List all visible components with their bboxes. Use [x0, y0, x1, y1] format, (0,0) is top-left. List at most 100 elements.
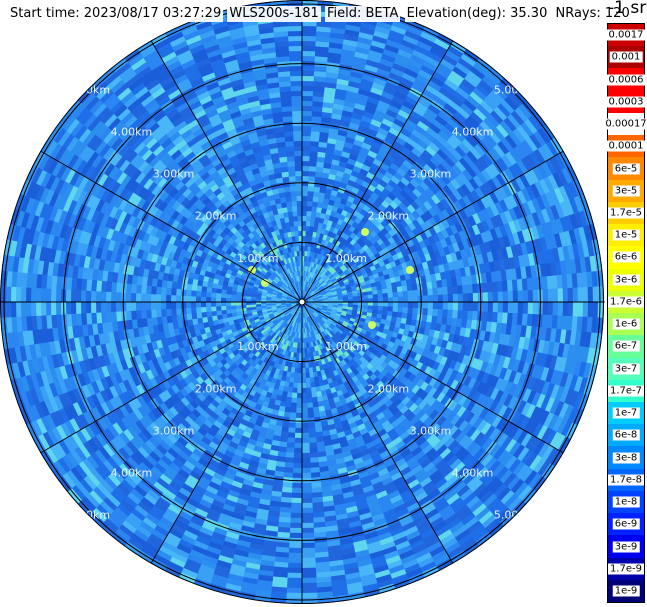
- range-gate-cell: [290, 331, 294, 338]
- range-gate-cell: [283, 258, 288, 265]
- range-gate-cell: [342, 304, 349, 307]
- range-gate-cell: [291, 297, 297, 301]
- range-gate-cell: [294, 255, 298, 262]
- range-gate-cell: [280, 327, 286, 333]
- range-gate-cell: [341, 276, 348, 282]
- range-gate-cell: [327, 272, 333, 278]
- range-gate-cell: [292, 305, 298, 309]
- range-gate-cell: [278, 254, 284, 261]
- range-gate-cell: [284, 376, 291, 383]
- range-gate-cell: [293, 347, 298, 354]
- range-gate-cell: [266, 290, 273, 294]
- range-gate-cell: [289, 290, 294, 296]
- range-gate-cell: [95, 290, 102, 302]
- range-gate-cell: [306, 306, 311, 311]
- range-gate-cell: [320, 260, 326, 267]
- range-gate-cell: [297, 312, 300, 319]
- range-gate-cell: [299, 337, 302, 344]
- range-gate-cell: [327, 258, 333, 265]
- range-gate-cell: [225, 305, 232, 310]
- range-gate-cell: [322, 336, 328, 343]
- range-gate-cell: [326, 327, 332, 333]
- range-gate-cell: [272, 310, 278, 314]
- range-gate-cell: [277, 325, 283, 331]
- range-gate-cell: [312, 303, 319, 306]
- range-gate-cell: [285, 302, 292, 304]
- range-gate-cell: [302, 235, 306, 242]
- range-gate-cell: [276, 374, 283, 381]
- range-gate-cell: [279, 320, 285, 326]
- range-gate-cell: [316, 370, 322, 377]
- range-gate-cell: [251, 273, 258, 279]
- range-gate-cell: [115, 291, 122, 302]
- range-gate-cell: [297, 337, 301, 344]
- range-gate-cell: [327, 297, 334, 300]
- range-gate-cell: [304, 312, 308, 318]
- range-gate-cell: [323, 283, 329, 288]
- range-gate-cell: [303, 327, 306, 334]
- range-gate-cell: [295, 327, 298, 334]
- range-gate-cell: [226, 313, 233, 318]
- range-gate-cell: [277, 309, 283, 313]
- range-gate-cell: [297, 327, 300, 334]
- range-gate-cell: [311, 306, 318, 310]
- range-gate-cell: [283, 316, 288, 322]
- range-gate-cell: [313, 376, 319, 383]
- range-gate-cell: [297, 210, 303, 217]
- range-gate-cell: [336, 289, 343, 293]
- range-gate-cell: [292, 326, 296, 333]
- range-gate-cell: [359, 332, 366, 338]
- range-gate-cell: [265, 347, 272, 354]
- range-gate-cell: [365, 283, 372, 289]
- range-gate-cell: [362, 302, 369, 306]
- range-gate-cell: [239, 274, 247, 281]
- range-gate-cell: [292, 256, 296, 262]
- range-gate-cell: [281, 248, 287, 255]
- range-gate-cell: [366, 312, 373, 317]
- range-gate-cell: [299, 290, 301, 297]
- range-gate-cell: [303, 285, 306, 292]
- range-gate-cell: [306, 281, 309, 287]
- range-gate-cell: [299, 260, 303, 266]
- range-gate-cell: [262, 267, 268, 274]
- range-gate-cell: [301, 382, 307, 389]
- range-gate-cell: [273, 313, 280, 318]
- range-gate-cell: [367, 302, 374, 306]
- range-gate-cell: [90, 301, 97, 314]
- range-gate-cell: [307, 303, 314, 305]
- range-gate-cell: [250, 293, 257, 298]
- range-gate-cell: [280, 259, 286, 266]
- range-gate-cell: [274, 263, 280, 269]
- range-gate-cell: [312, 366, 317, 373]
- range-gate-cell: [338, 280, 345, 286]
- range-gate-cell: [268, 348, 274, 356]
- range-gate-cell: [289, 341, 294, 348]
- range-gate-cell: [291, 347, 295, 353]
- range-gate-cell: [274, 335, 280, 341]
- range-gate-cell: [329, 323, 336, 329]
- range-gate-cell: [288, 251, 293, 258]
- range-gate-cell: [357, 307, 364, 312]
- range-gate-cell: [289, 325, 293, 332]
- range-gate-cell: [271, 339, 277, 346]
- range-gate-cell: [295, 292, 299, 298]
- range-gate-cell: [322, 261, 328, 268]
- range-gate-cell: [291, 497, 302, 504]
- range-gate-cell: [290, 302, 297, 305]
- range-gate-cell: [287, 273, 292, 279]
- range-gate-cell: [317, 303, 324, 306]
- range-gate-cell: [293, 281, 297, 288]
- range-gate-cell: [277, 289, 284, 294]
- range-gate-cell: [309, 351, 314, 358]
- range-gate-cell: [302, 135, 311, 142]
- range-gate-cell: [290, 298, 297, 301]
- range-gate-cell: [316, 294, 323, 298]
- range-gate-cell: [295, 306, 299, 312]
- range-gate-cell: [280, 298, 287, 301]
- range-gate-cell: [287, 325, 292, 331]
- range-gate-cell: [301, 342, 305, 349]
- range-gate-cell: [317, 375, 324, 382]
- range-gate-cell: [320, 337, 326, 344]
- range-gate-cell: [331, 341, 338, 348]
- range-gate-cell: [270, 265, 277, 272]
